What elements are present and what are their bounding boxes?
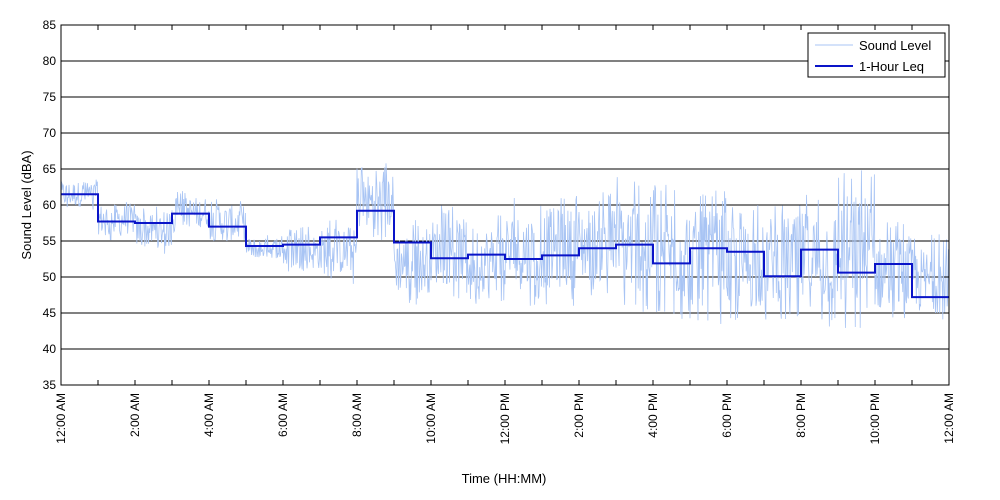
legend-leq-label: 1-Hour Leq — [859, 59, 924, 74]
y-axis-label: Sound Level (dBA) — [19, 150, 34, 259]
legend-box — [807, 32, 946, 78]
y-tick-label: 60 — [43, 198, 57, 212]
y-tick-label: 75 — [43, 90, 57, 104]
leq-series — [61, 193, 949, 299]
y-axis-ticks: 35 40 45 50 55 60 65 70 75 80 85 — [43, 18, 949, 392]
y-tick-label: 65 — [43, 162, 57, 176]
y-tick-label: 40 — [43, 342, 57, 356]
x-tick-label: 12:00 AM — [54, 393, 68, 444]
y-tick-label: 70 — [43, 126, 57, 140]
x-tick-label: 8:00 AM — [350, 393, 364, 437]
x-tick-label: 2:00 PM — [572, 393, 586, 438]
y-tick-label: 45 — [43, 306, 57, 320]
x-tick-label: 6:00 AM — [276, 393, 290, 437]
x-tick-label: 12:00 PM — [498, 393, 512, 444]
x-tick-label: 2:00 AM — [128, 393, 142, 437]
y-tick-label: 55 — [43, 234, 57, 248]
y-tick-label: 50 — [43, 270, 57, 284]
legend: Sound Level 1-Hour Leq — [807, 32, 946, 78]
x-tick-label: 8:00 PM — [794, 393, 808, 438]
x-tick-label: 10:00 PM — [868, 393, 882, 444]
x-tick-label: 6:00 PM — [720, 393, 734, 438]
x-tick-label: 4:00 PM — [646, 393, 660, 438]
y-tick-label: 80 — [43, 54, 57, 68]
legend-sound-level-label: Sound Level — [859, 38, 931, 53]
x-tick-label: 10:00 AM — [424, 393, 438, 444]
x-axis-label: Time (HH:MM) — [462, 471, 547, 486]
y-tick-label: 35 — [43, 378, 57, 392]
leq-step-line — [61, 193, 949, 299]
x-tick-label: 4:00 AM — [202, 393, 216, 437]
x-tick-label: 12:00 AM — [942, 393, 956, 444]
y-tick-label: 85 — [43, 18, 57, 32]
x-axis-ticks: 12:00 AM 2:00 AM 4:00 AM 6:00 AM 8:00 AM 10:0… — [54, 25, 956, 444]
